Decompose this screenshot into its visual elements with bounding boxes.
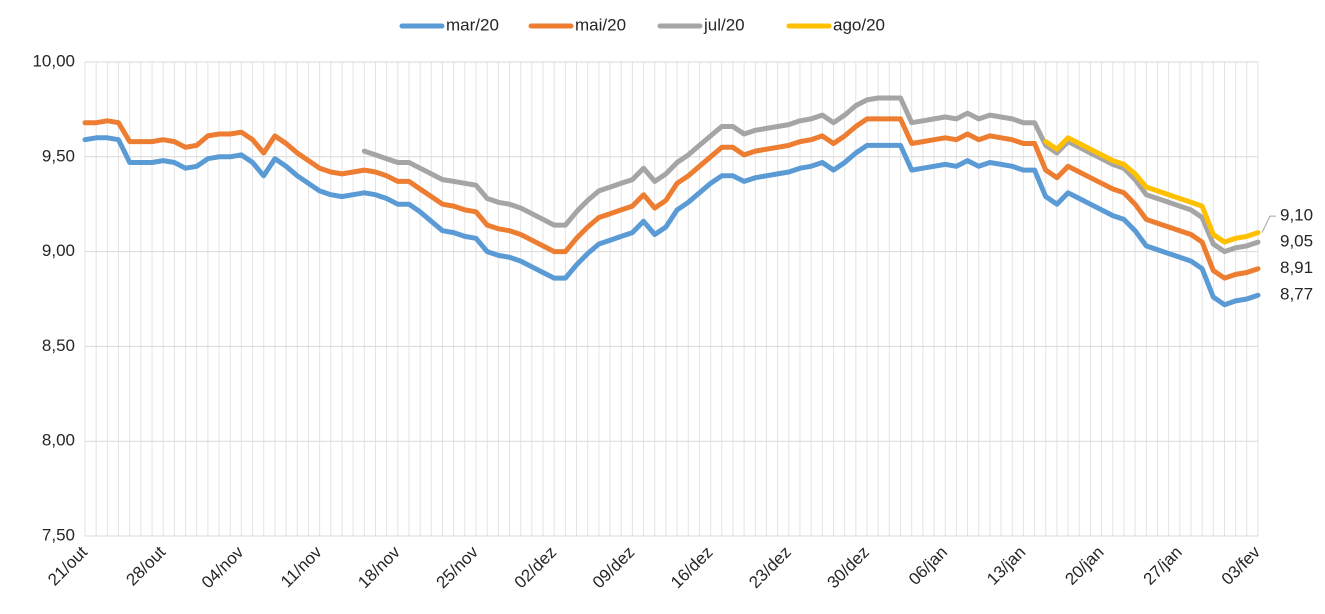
y-tick-label: 9,00: [42, 241, 75, 260]
x-tick-label: 20/jan: [1061, 543, 1107, 589]
series-line: [82, 135, 1261, 308]
x-tick-label: 16/dez: [667, 543, 717, 593]
legend-label: jul/20: [703, 15, 745, 34]
x-tick-label: 18/nov: [354, 542, 404, 592]
x-tick-label: 27/jan: [1140, 543, 1186, 589]
label-leader: [1261, 215, 1276, 233]
x-tick-label: 09/dez: [589, 543, 639, 593]
data-label: 8,77: [1280, 285, 1313, 304]
series-line: [1043, 135, 1261, 245]
y-tick-label: 8,50: [42, 336, 75, 355]
y-tick-label: 10,00: [32, 51, 75, 70]
x-tick-label: 28/out: [122, 542, 169, 589]
legend-label: mai/20: [575, 15, 626, 34]
x-tick-label: 03/fev: [1218, 542, 1265, 589]
x-tick-label: 04/nov: [198, 542, 248, 592]
legend-label: mar/20: [446, 15, 499, 34]
x-tick-label: 30/dez: [823, 543, 873, 593]
x-tick-label: 25/nov: [432, 542, 482, 592]
data-label: 9,10: [1280, 206, 1313, 225]
data-label: 8,91: [1280, 258, 1313, 277]
x-tick-label: 23/dez: [745, 543, 795, 593]
x-tick-label: 02/dez: [511, 543, 561, 593]
y-tick-label: 9,50: [42, 146, 75, 165]
y-tick-label: 7,50: [42, 525, 75, 544]
y-tick-label: 8,00: [42, 431, 75, 450]
series-line: [361, 95, 1261, 255]
data-label: 9,05: [1280, 232, 1313, 251]
x-tick-label: 11/nov: [277, 542, 326, 591]
x-tick-label: 06/jan: [905, 543, 951, 589]
legend-label: ago/20: [833, 15, 885, 34]
x-tick-label: 13/jan: [983, 543, 1029, 589]
series-line: [82, 116, 1261, 281]
x-tick-label: 21/out: [44, 542, 91, 589]
